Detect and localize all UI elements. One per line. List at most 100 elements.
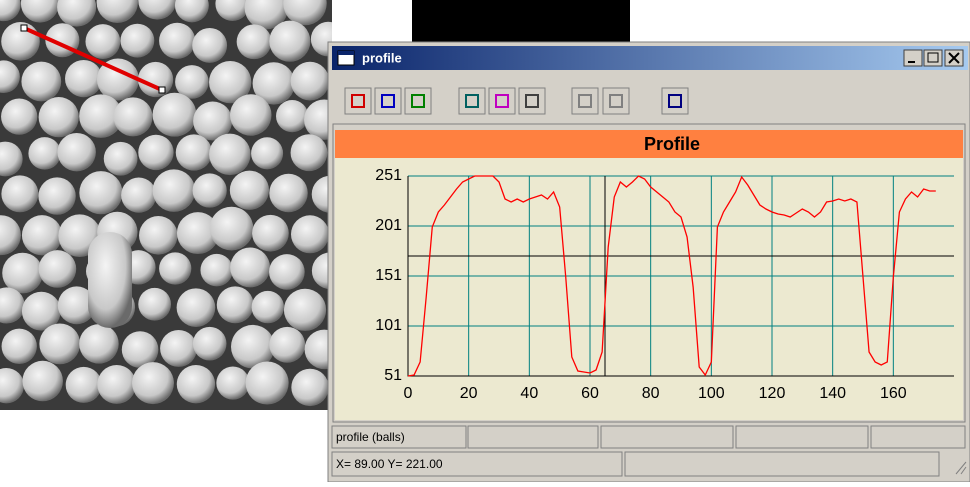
status-cell bbox=[468, 426, 598, 448]
handle bbox=[159, 87, 165, 93]
ball bbox=[21, 62, 61, 102]
ball bbox=[22, 215, 62, 255]
y-tick-label: 251 bbox=[375, 167, 402, 184]
x-tick-label: 120 bbox=[759, 385, 786, 402]
status-cell bbox=[871, 426, 965, 448]
ball bbox=[1, 175, 38, 212]
ball bbox=[230, 94, 272, 136]
ball bbox=[160, 330, 197, 367]
toolbar-button[interactable] bbox=[405, 88, 431, 114]
handle bbox=[21, 25, 27, 31]
ball bbox=[65, 60, 102, 97]
ball bbox=[120, 24, 154, 58]
ball bbox=[39, 323, 80, 364]
ball bbox=[153, 93, 197, 137]
ball bbox=[114, 97, 153, 136]
toolbar-button[interactable] bbox=[345, 88, 371, 114]
ball bbox=[230, 171, 269, 210]
status-cell bbox=[601, 426, 733, 448]
ball bbox=[192, 28, 227, 63]
ball bbox=[217, 286, 254, 323]
ball bbox=[66, 367, 102, 403]
window-icon bbox=[338, 51, 354, 55]
status-text: X= 89.00 Y= 221.00 bbox=[336, 457, 443, 471]
ball bbox=[2, 253, 43, 294]
ball bbox=[237, 24, 272, 59]
ball bbox=[216, 367, 249, 400]
y-tick-label: 151 bbox=[375, 267, 402, 284]
page: profile Profile 51 101 151 201 251 0 20 40 60 80 1… bbox=[0, 0, 970, 482]
ball bbox=[246, 361, 289, 404]
x-tick-label: 100 bbox=[698, 385, 725, 402]
ball bbox=[284, 289, 326, 331]
ball bbox=[177, 365, 215, 403]
title-bar bbox=[332, 46, 968, 70]
ball bbox=[291, 62, 330, 101]
ball bbox=[39, 250, 77, 288]
ball bbox=[121, 178, 156, 213]
toolbar-button[interactable] bbox=[662, 88, 688, 114]
ball bbox=[159, 252, 191, 284]
x-tick-label: 20 bbox=[460, 385, 478, 402]
ball bbox=[177, 288, 216, 327]
ball bbox=[251, 137, 283, 169]
y-tick-label: 101 bbox=[375, 317, 402, 334]
x-tick-label: 160 bbox=[880, 385, 907, 402]
status-text: profile (balls) bbox=[336, 430, 405, 444]
ball bbox=[269, 21, 310, 62]
toolbar-button[interactable] bbox=[489, 88, 515, 114]
toolbar-button[interactable] bbox=[572, 88, 598, 114]
ball bbox=[209, 134, 250, 175]
ball bbox=[2, 329, 37, 364]
ball bbox=[276, 100, 308, 132]
window-controls[interactable] bbox=[904, 50, 963, 66]
ball bbox=[132, 362, 174, 404]
black-area bbox=[412, 0, 630, 42]
x-tick-label: 80 bbox=[642, 385, 660, 402]
ball bbox=[85, 24, 120, 59]
ball bbox=[200, 254, 232, 286]
ball bbox=[138, 135, 173, 170]
ball bbox=[38, 177, 75, 214]
ball bbox=[176, 134, 212, 170]
y-tick-label: 51 bbox=[384, 367, 402, 384]
ball bbox=[269, 174, 307, 212]
toolbar-button[interactable] bbox=[603, 88, 629, 114]
x-tick-label: 140 bbox=[819, 385, 846, 402]
ball bbox=[252, 215, 289, 252]
ball bbox=[159, 23, 195, 59]
ball bbox=[269, 327, 305, 363]
chart-title: Profile bbox=[644, 134, 700, 154]
ball bbox=[210, 207, 254, 251]
capsule bbox=[88, 232, 132, 328]
ball bbox=[28, 137, 60, 169]
ball bbox=[97, 365, 136, 404]
ball bbox=[104, 142, 138, 176]
toolbar-button[interactable] bbox=[459, 88, 485, 114]
minimize-button[interactable] bbox=[904, 50, 922, 66]
ball bbox=[1, 98, 37, 134]
ball bbox=[291, 369, 328, 406]
x-tick-label: 40 bbox=[520, 385, 538, 402]
status-cell bbox=[625, 452, 939, 476]
plot-background bbox=[335, 158, 963, 420]
toolbar-button[interactable] bbox=[519, 88, 545, 114]
ball bbox=[291, 134, 328, 171]
screen: profile Profile 51 101 151 201 251 0 20 40 60 80 1… bbox=[0, 0, 970, 482]
x-tick-label: 0 bbox=[404, 385, 413, 402]
x-tick-label: 60 bbox=[581, 385, 599, 402]
ball bbox=[230, 248, 270, 288]
ball bbox=[138, 288, 171, 321]
image-clip bbox=[332, 0, 412, 42]
ball bbox=[193, 173, 227, 207]
toolbar-button[interactable] bbox=[375, 88, 401, 114]
maximize-button[interactable] bbox=[924, 50, 942, 66]
status-cell bbox=[736, 426, 868, 448]
ball bbox=[79, 171, 122, 214]
ball bbox=[139, 216, 178, 255]
ball bbox=[153, 169, 196, 212]
window-title: profile bbox=[362, 50, 402, 65]
ball bbox=[193, 327, 227, 361]
ball bbox=[22, 361, 63, 402]
y-tick-label: 201 bbox=[375, 217, 402, 234]
